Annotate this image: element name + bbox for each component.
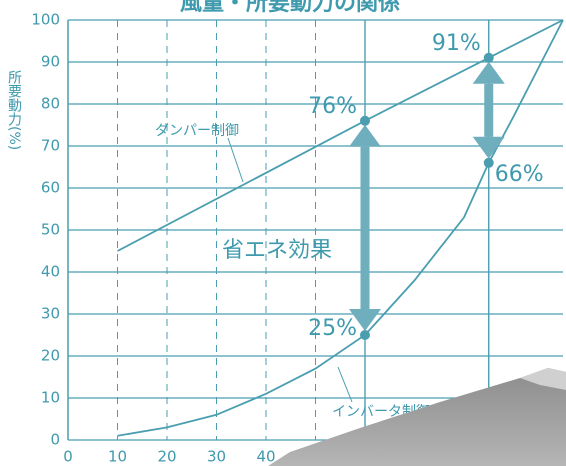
point bbox=[483, 157, 494, 168]
y-tick-label: 100 bbox=[31, 11, 60, 29]
value-label: 76% bbox=[308, 94, 357, 119]
overlay-photo bbox=[268, 368, 566, 466]
arrow-shaft bbox=[484, 83, 494, 137]
leader bbox=[337, 366, 353, 403]
arrow-head bbox=[472, 136, 505, 159]
x-tick-label: 20 bbox=[157, 448, 176, 466]
y-tick-label: 70 bbox=[41, 137, 60, 155]
y-tick-label: 30 bbox=[41, 305, 60, 323]
y-tick-label: 20 bbox=[41, 347, 60, 365]
arrow-head bbox=[472, 61, 505, 84]
chart-title: 風量・所要動力の関係 bbox=[180, 0, 400, 16]
arrow-head bbox=[349, 309, 381, 331]
leader bbox=[227, 137, 244, 183]
y-tick-label: 0 bbox=[50, 431, 60, 449]
legend-label: ダンパー制御 bbox=[155, 123, 239, 139]
series-line bbox=[117, 19, 564, 252]
value-label: 66% bbox=[495, 162, 544, 187]
y-tick-label: 50 bbox=[41, 221, 60, 239]
y-tick-label: 90 bbox=[41, 53, 60, 71]
arrow-shaft bbox=[360, 146, 370, 309]
x-tick-label: 10 bbox=[108, 448, 127, 466]
annotation: 省エネ効果 bbox=[222, 238, 332, 263]
y-tick-label: 80 bbox=[41, 95, 60, 113]
value-label: 91% bbox=[432, 31, 481, 56]
y-tick-label: 60 bbox=[41, 179, 60, 197]
y-tick-label: 40 bbox=[41, 263, 60, 281]
y-axis-title: 所要動力(%) bbox=[6, 70, 22, 150]
x-tick-label: 0 bbox=[63, 448, 73, 466]
point bbox=[360, 330, 370, 340]
overlay-highlight bbox=[520, 368, 566, 390]
x-tick-label: 30 bbox=[207, 448, 226, 466]
value-label: 25% bbox=[308, 316, 357, 341]
x-tick-label: 40 bbox=[256, 448, 275, 466]
y-tick-label: 10 bbox=[41, 389, 60, 407]
arrow-head bbox=[349, 124, 381, 147]
